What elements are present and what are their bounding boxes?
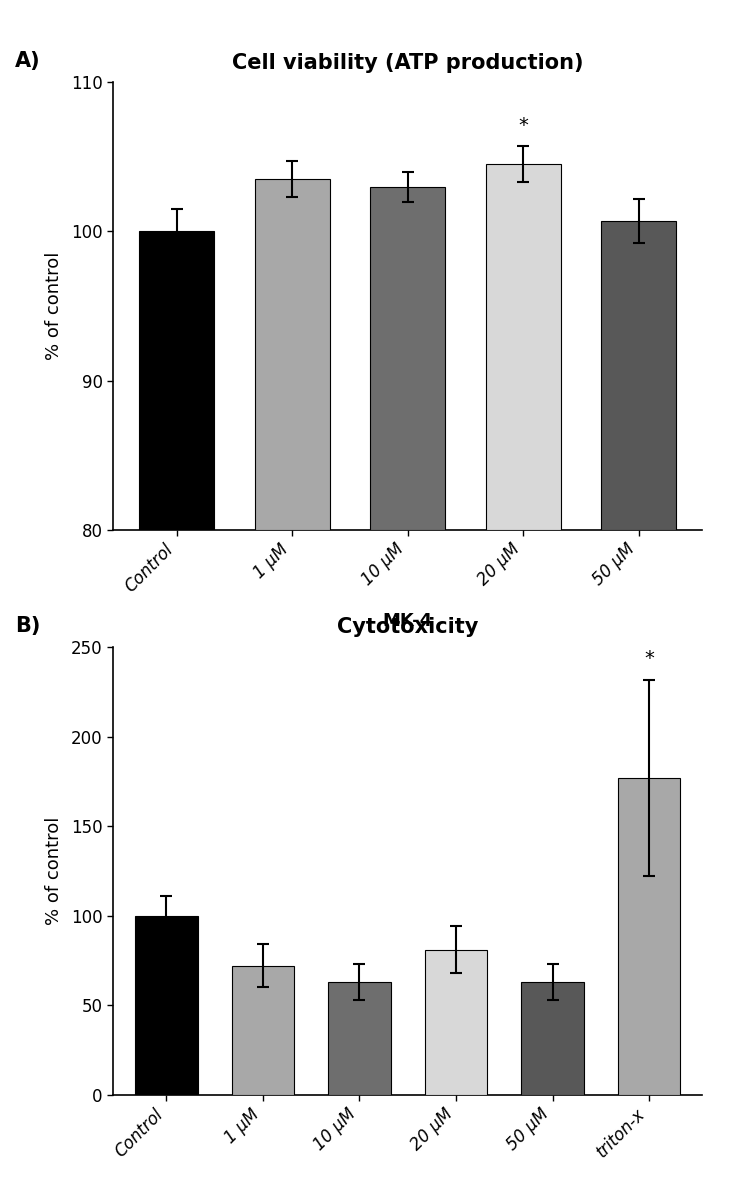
Text: B): B) — [15, 616, 41, 636]
Title: Cell viability (ATP production): Cell viability (ATP production) — [232, 53, 584, 73]
Bar — [485, 165, 561, 530]
Bar — [601, 221, 676, 530]
Bar — [424, 950, 487, 1095]
Title: Cytotoxicity: Cytotoxicity — [337, 618, 479, 638]
Y-axis label: % of control: % of control — [45, 252, 63, 360]
X-axis label: MK-4: MK-4 — [383, 612, 433, 630]
Bar — [135, 916, 198, 1095]
Text: A): A) — [15, 51, 41, 71]
Bar — [328, 982, 391, 1095]
Bar — [232, 966, 294, 1095]
Text: *: * — [644, 650, 654, 669]
Text: *: * — [518, 117, 528, 135]
Bar — [254, 179, 330, 530]
Bar — [370, 187, 445, 530]
Bar — [618, 778, 680, 1095]
Bar — [139, 232, 214, 530]
Y-axis label: % of control: % of control — [45, 817, 63, 925]
Bar — [521, 982, 584, 1095]
